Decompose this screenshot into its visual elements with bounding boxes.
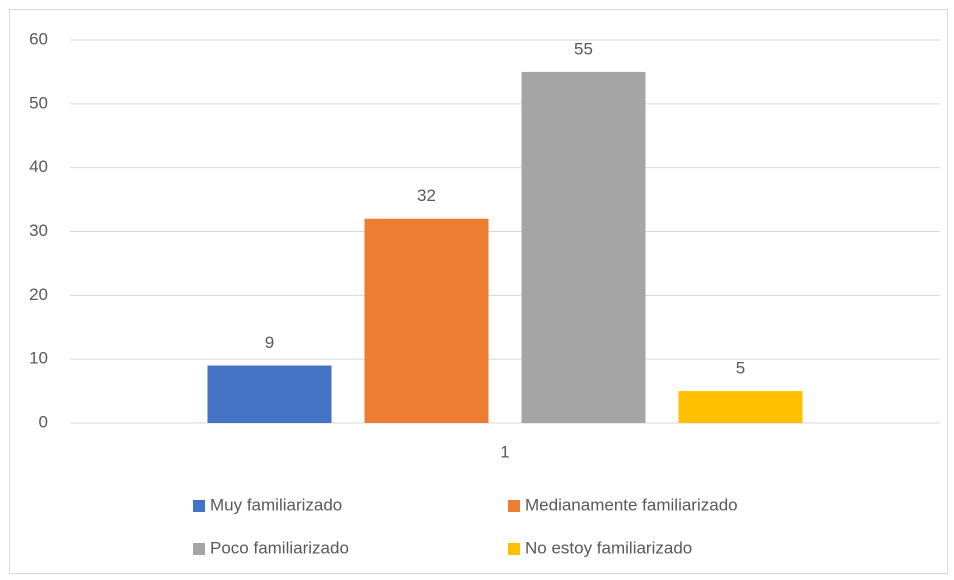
data-label: 9	[265, 333, 274, 352]
y-tick-label: 10	[29, 349, 48, 368]
legend-swatch	[508, 543, 520, 555]
legend-label: Medianamente familiarizado	[525, 495, 738, 514]
y-tick-label: 0	[39, 412, 48, 431]
legend-label: Muy familiarizado	[210, 495, 342, 514]
legend-swatch	[193, 543, 205, 555]
bar	[207, 365, 332, 423]
bar	[678, 391, 803, 423]
y-tick-label: 30	[29, 221, 48, 240]
data-label: 5	[736, 359, 745, 378]
bar	[521, 71, 646, 424]
legend-swatch	[508, 500, 520, 512]
y-tick-label: 40	[29, 157, 48, 176]
legend-label: No estoy familiarizado	[525, 538, 692, 557]
data-label: 55	[574, 39, 593, 58]
y-tick-label: 50	[29, 93, 48, 112]
legend-swatch	[193, 500, 205, 512]
data-label: 32	[417, 186, 436, 205]
x-tick-label: 1	[500, 442, 509, 461]
y-tick-label: 20	[29, 285, 48, 304]
legend-label: Poco familiarizado	[210, 538, 349, 557]
y-tick-label: 60	[29, 29, 48, 48]
bar	[364, 218, 489, 423]
